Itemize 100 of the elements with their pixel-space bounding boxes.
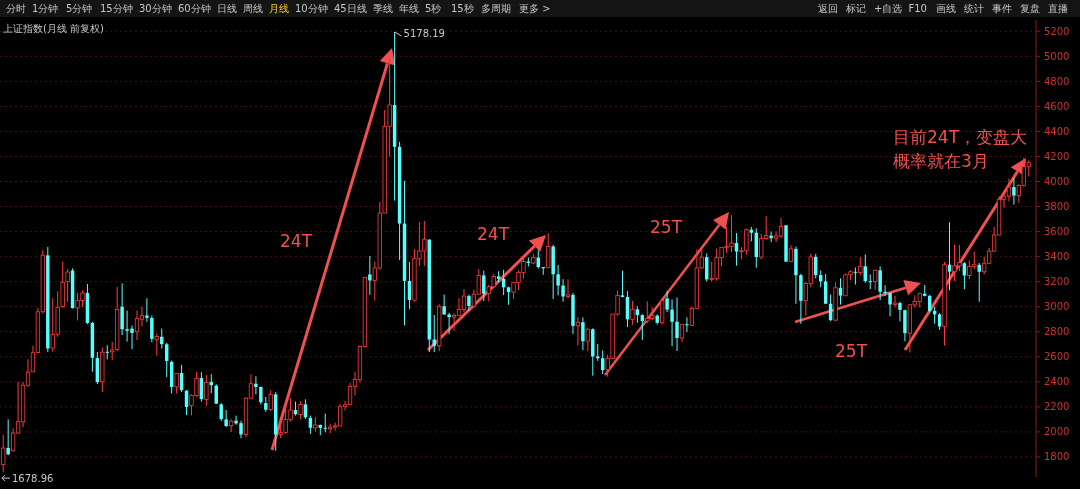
candlestick [347,382,353,406]
candlestick [640,313,645,341]
candlestick [145,297,149,323]
text: 45日线 [334,3,367,14]
y-tick-label: 3400 [1044,251,1070,263]
candlestick [823,273,828,305]
candlestick [456,297,462,317]
candlestick [105,344,109,360]
text: 日线 [217,3,237,14]
candlestick [778,217,784,239]
candlestick [898,301,902,322]
candlestick [575,316,581,346]
y-tick-label: 4200 [1044,150,1070,162]
text: 周线 [243,3,263,14]
chart-title: 上证指数(月线 前复权) [3,23,105,34]
candlestick [660,299,665,326]
candlestick [670,298,674,347]
text: 标记 [845,3,866,14]
y-tick-label: 5200 [1044,25,1070,37]
candlestick [134,309,140,341]
annotation: 5178.19 [403,28,445,40]
candlestick [6,418,10,456]
annotation: 24T [280,231,313,251]
text: 多周期 [481,3,511,14]
text: F10 [908,3,927,14]
text: 5秒 [425,3,442,14]
candlestick [1006,177,1012,203]
candlestick [254,375,258,395]
y-tick-label: 1800 [1044,451,1070,463]
candlestick [561,278,565,303]
text: +自选 [874,3,903,14]
text: 10分钟 [295,3,328,14]
candlestick [447,312,451,335]
candlestick [556,264,560,296]
candlestick [853,267,858,286]
candlestick [868,273,872,290]
y-tick-label: 4600 [1044,100,1070,112]
y-tick-label: 3000 [1044,301,1070,313]
candlestick [734,232,739,267]
text: 分时 [6,3,26,14]
candlestick [878,265,882,301]
candlestick [630,300,635,326]
candlestick [204,374,209,407]
y-tick-label: 2800 [1044,326,1070,338]
text: 季线 [373,3,393,14]
candlestick [565,278,571,300]
candlestick [219,402,223,422]
candlestick [461,288,467,313]
text: 直播 [1048,3,1068,14]
text: 15秒 [451,3,474,14]
candlestick [675,296,679,352]
text: 更多 > [519,3,551,14]
candlestick [298,400,303,420]
y-tick-label: 3200 [1044,276,1070,288]
candlestick [585,327,590,352]
candlestick [451,312,457,332]
text: 30分钟 [139,3,172,14]
y-tick-label: 4000 [1044,176,1070,188]
candlestick [268,389,273,412]
text: 事件 [992,3,1012,14]
text: 1分钟 [32,3,59,14]
candlestick [120,282,124,336]
candlestick [174,372,179,394]
y-tick-label: 3800 [1044,201,1070,213]
y-tick-label: 4400 [1044,125,1070,137]
candlestick [65,268,70,303]
annotation: 24T [477,224,510,244]
text: 60分钟 [178,3,211,14]
annotation: 1678.96 [12,473,54,485]
candlestick [228,418,234,433]
text: 月线 [269,3,289,14]
y-tick-label: 2000 [1044,426,1070,438]
y-tick-label: 2400 [1044,376,1070,388]
candlestick [154,333,159,357]
text: 15分钟 [100,3,133,14]
annotation: 25T [650,217,683,237]
text: 年线 [399,3,419,14]
y-tick-label: 4800 [1044,75,1070,87]
text: 统计 [964,3,984,14]
candlestick [368,255,372,296]
candlestick [883,284,887,297]
candlestick [665,290,669,313]
candlestick [1012,177,1016,206]
text: 复盘 [1020,3,1040,14]
candlestick [620,270,625,298]
candlestick [685,316,689,333]
candlestick [323,413,327,433]
text: 返回 [818,3,838,14]
candlestick [150,314,154,343]
candlestick [581,316,585,351]
candlestick [482,270,486,302]
annotation: 目前24T，变盘大概率就在3月 [893,127,1028,171]
candlestick [892,295,898,308]
candlestick [546,232,551,269]
y-tick-label: 5000 [1044,50,1070,62]
y-tick-label: 2200 [1044,401,1070,413]
candlestick [337,403,343,427]
text: 5分钟 [66,3,93,14]
annotation: 25T [835,341,868,361]
y-tick-label: 3600 [1044,226,1070,238]
